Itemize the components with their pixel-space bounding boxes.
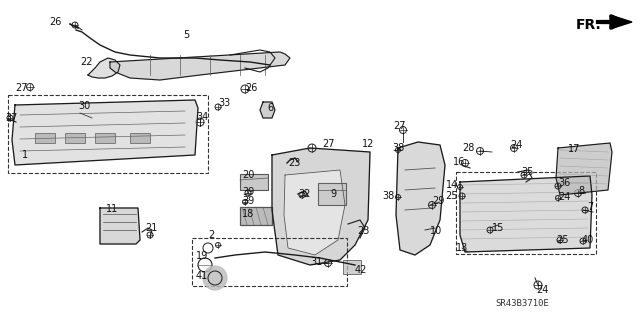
Text: 26: 26 <box>50 17 62 27</box>
Text: 39: 39 <box>242 187 254 197</box>
Bar <box>343 260 361 274</box>
Text: 38: 38 <box>393 143 405 153</box>
Text: 35: 35 <box>521 167 533 177</box>
Polygon shape <box>12 100 198 165</box>
Text: 8: 8 <box>578 186 584 196</box>
Bar <box>95 133 115 143</box>
Text: 40: 40 <box>582 235 595 245</box>
Text: 29: 29 <box>432 196 444 206</box>
Text: 23: 23 <box>288 158 300 168</box>
Text: 9: 9 <box>330 189 336 199</box>
Text: 30: 30 <box>78 101 90 111</box>
Text: 27: 27 <box>15 83 28 93</box>
Polygon shape <box>88 58 120 78</box>
Text: 32: 32 <box>298 189 310 199</box>
Bar <box>130 133 150 143</box>
Polygon shape <box>110 52 290 80</box>
Text: 24: 24 <box>510 140 522 150</box>
Polygon shape <box>284 170 345 255</box>
Bar <box>35 133 55 143</box>
Text: 13: 13 <box>456 243 468 253</box>
Text: 37: 37 <box>5 113 17 123</box>
Text: 11: 11 <box>106 204 118 214</box>
Text: 25: 25 <box>445 191 458 201</box>
Text: 34: 34 <box>196 112 208 122</box>
Polygon shape <box>260 102 275 118</box>
Text: 2: 2 <box>208 230 214 240</box>
Text: 33: 33 <box>218 98 230 108</box>
Text: 19: 19 <box>196 251 208 261</box>
Text: 14: 14 <box>445 180 458 190</box>
Polygon shape <box>100 208 140 244</box>
Text: FR.: FR. <box>576 18 602 32</box>
Text: 42: 42 <box>355 265 367 275</box>
Text: 27: 27 <box>393 121 406 131</box>
Bar <box>240 174 268 190</box>
Text: 18: 18 <box>242 209 254 219</box>
Text: 28: 28 <box>463 143 475 153</box>
Text: 5: 5 <box>183 30 189 40</box>
Text: 41: 41 <box>196 271 208 281</box>
Text: 21: 21 <box>145 223 157 233</box>
Text: 23: 23 <box>357 226 369 236</box>
Text: 36: 36 <box>558 178 570 188</box>
Polygon shape <box>272 148 370 265</box>
Text: 38: 38 <box>383 191 395 201</box>
Bar <box>456 172 596 254</box>
Bar <box>192 238 347 286</box>
Text: 7: 7 <box>587 202 593 212</box>
Text: SR43B3710E: SR43B3710E <box>495 299 548 308</box>
Text: 26: 26 <box>245 83 257 93</box>
Text: 12: 12 <box>362 139 374 149</box>
Text: 1: 1 <box>22 150 28 160</box>
Bar <box>65 133 85 143</box>
Text: 6: 6 <box>267 103 273 113</box>
Text: 24: 24 <box>536 285 548 295</box>
Bar <box>318 183 346 205</box>
Text: 15: 15 <box>492 223 504 233</box>
Text: 27: 27 <box>322 139 335 149</box>
Bar <box>8 95 208 173</box>
Text: 22: 22 <box>81 57 93 67</box>
Polygon shape <box>610 15 632 29</box>
Bar <box>240 207 272 225</box>
Polygon shape <box>396 142 445 255</box>
Text: 20: 20 <box>242 170 254 180</box>
Text: 10: 10 <box>430 226 442 236</box>
Circle shape <box>203 266 227 290</box>
Polygon shape <box>556 143 612 195</box>
Polygon shape <box>460 176 592 252</box>
Text: 16: 16 <box>452 157 465 167</box>
Text: 39: 39 <box>242 196 254 206</box>
Text: 25: 25 <box>556 235 568 245</box>
Text: 31: 31 <box>311 257 323 267</box>
Text: 24: 24 <box>558 192 570 202</box>
Text: 17: 17 <box>568 144 580 154</box>
